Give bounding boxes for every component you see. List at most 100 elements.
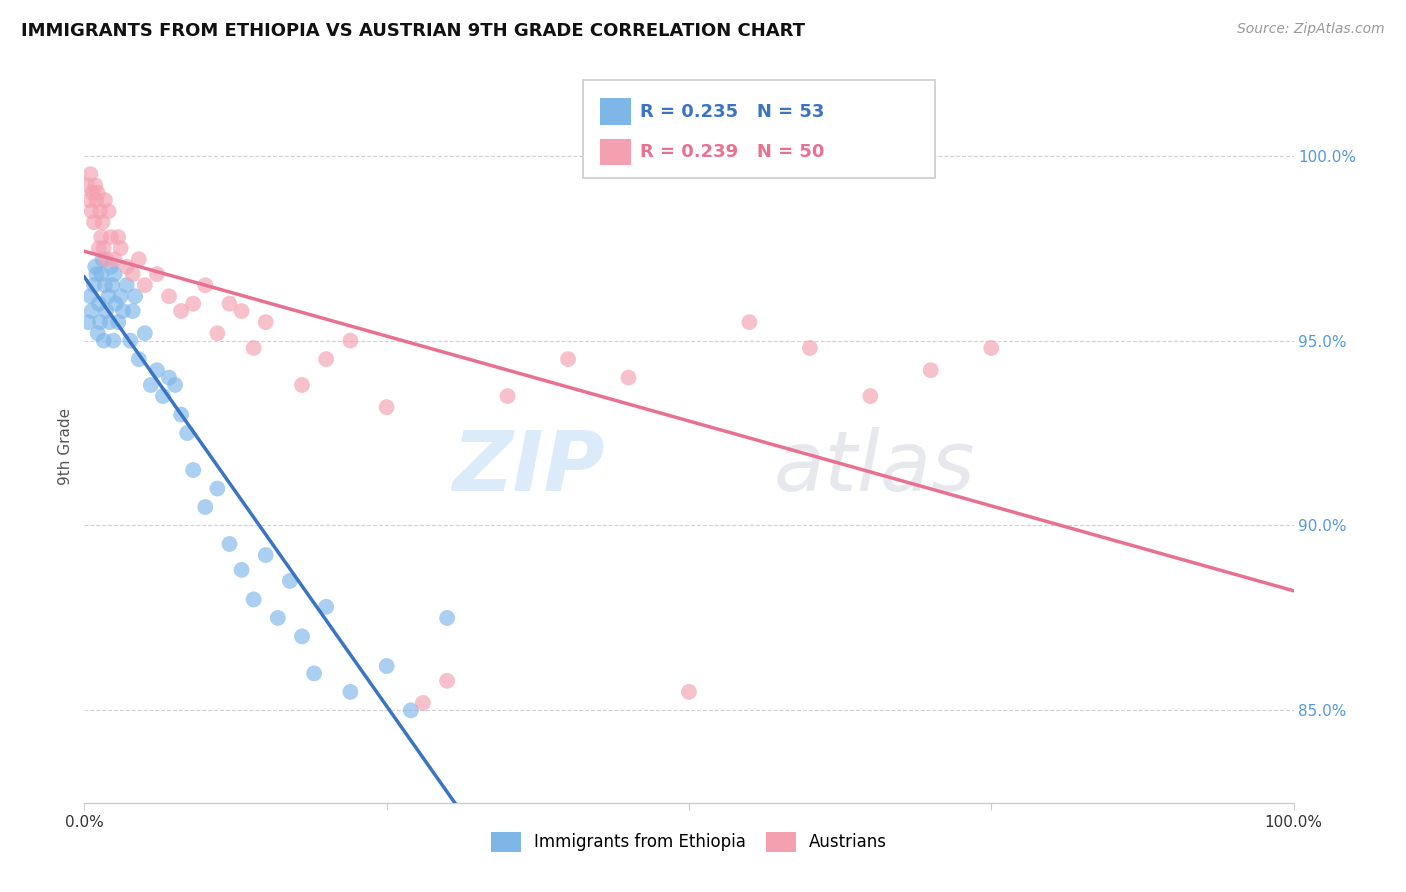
Text: R = 0.239   N = 50: R = 0.239 N = 50 <box>640 143 824 161</box>
Point <box>94 252 117 267</box>
Point <box>86 193 108 207</box>
Point <box>412 696 434 710</box>
Point <box>89 315 111 329</box>
Point <box>110 289 132 303</box>
Point <box>375 659 398 673</box>
Point <box>254 315 277 329</box>
Text: IMMIGRANTS FROM ETHIOPIA VS AUSTRIAN 9TH GRADE CORRELATION CHART: IMMIGRANTS FROM ETHIOPIA VS AUSTRIAN 9TH… <box>21 22 806 40</box>
Text: R = 0.235   N = 53: R = 0.235 N = 53 <box>640 103 824 120</box>
Point <box>128 252 150 267</box>
Point <box>181 463 204 477</box>
Point <box>980 341 1002 355</box>
Point <box>107 315 129 329</box>
Point <box>83 215 105 229</box>
Point <box>170 408 193 422</box>
Point <box>315 599 337 614</box>
Point <box>100 230 122 244</box>
Point <box>104 296 127 310</box>
Point <box>80 304 103 318</box>
Point <box>94 278 117 293</box>
Point <box>176 425 198 440</box>
Point <box>134 326 156 341</box>
Point <box>134 278 156 293</box>
Point <box>110 241 132 255</box>
Point <box>218 296 240 310</box>
Point <box>315 352 337 367</box>
Point <box>920 363 942 377</box>
Point <box>77 193 100 207</box>
Point <box>278 574 301 588</box>
Point <box>101 278 124 293</box>
Text: Source: ZipAtlas.com: Source: ZipAtlas.com <box>1237 22 1385 37</box>
Point <box>194 500 217 514</box>
Point <box>98 315 121 329</box>
Point <box>112 304 135 318</box>
Point <box>302 666 325 681</box>
Point <box>97 204 120 219</box>
Point <box>738 315 761 329</box>
Point <box>399 703 422 717</box>
Point <box>80 204 103 219</box>
Point <box>86 326 108 341</box>
Legend: Immigrants from Ethiopia, Austrians: Immigrants from Ethiopia, Austrians <box>484 825 894 859</box>
Point <box>94 304 117 318</box>
Point <box>94 193 117 207</box>
Point <box>242 341 264 355</box>
Y-axis label: 9th Grade: 9th Grade <box>58 408 73 484</box>
Point <box>152 389 174 403</box>
Point <box>375 400 398 414</box>
Point <box>115 278 138 293</box>
Point <box>557 352 579 367</box>
Point <box>165 378 187 392</box>
Point <box>146 267 169 281</box>
Point <box>107 230 129 244</box>
Point <box>436 611 458 625</box>
Point <box>79 289 101 303</box>
Point <box>84 178 107 193</box>
Point <box>678 685 700 699</box>
Point <box>86 267 108 281</box>
Point <box>242 592 264 607</box>
Point <box>436 673 458 688</box>
Point <box>86 186 108 200</box>
Point <box>291 629 314 643</box>
Point <box>97 289 120 303</box>
Point <box>339 685 361 699</box>
Point <box>93 334 115 348</box>
Point <box>267 611 290 625</box>
Point <box>128 352 150 367</box>
Point <box>93 241 115 255</box>
Point <box>87 241 110 255</box>
Point <box>84 260 107 274</box>
Text: atlas: atlas <box>773 427 976 508</box>
Point <box>799 341 821 355</box>
Point <box>496 389 519 403</box>
Point <box>91 252 114 267</box>
Point <box>207 482 229 496</box>
Point <box>124 289 146 303</box>
Point <box>87 296 110 310</box>
Text: ZIP: ZIP <box>451 427 605 508</box>
Point <box>121 267 143 281</box>
Point <box>181 296 204 310</box>
Point <box>231 563 253 577</box>
Point <box>115 260 138 274</box>
Point <box>157 289 180 303</box>
Point <box>91 215 114 229</box>
Point <box>291 378 314 392</box>
Point <box>121 304 143 318</box>
Point <box>76 178 98 193</box>
Point <box>89 204 111 219</box>
Point <box>104 252 127 267</box>
Point <box>100 260 122 274</box>
Point <box>207 326 229 341</box>
Point <box>83 278 105 293</box>
Point <box>146 363 169 377</box>
Point <box>859 389 882 403</box>
Point <box>104 267 127 281</box>
Point <box>120 334 142 348</box>
Point <box>77 315 100 329</box>
Point <box>79 167 101 181</box>
Point <box>254 548 277 562</box>
Point <box>90 267 112 281</box>
